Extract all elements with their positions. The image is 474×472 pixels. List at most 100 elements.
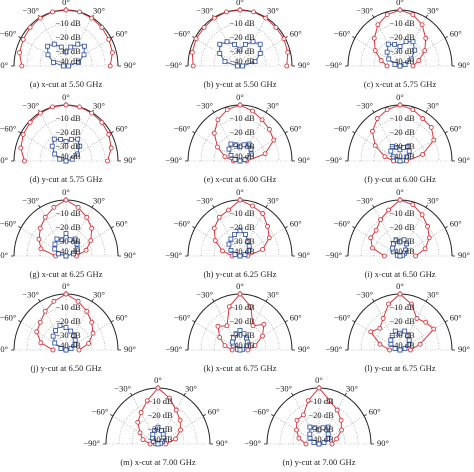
theta-tick-label: −60° bbox=[174, 312, 191, 322]
r-tick-label: −30 dB bbox=[229, 330, 255, 340]
marker bbox=[397, 330, 403, 336]
marker bbox=[392, 328, 398, 334]
theta-tick-label: −90° bbox=[165, 250, 182, 260]
theta-tick-label: −90° bbox=[83, 438, 100, 448]
marker bbox=[368, 235, 374, 241]
marker bbox=[84, 308, 90, 314]
marker bbox=[296, 435, 302, 441]
marker bbox=[89, 15, 95, 21]
marker bbox=[228, 247, 234, 253]
marker bbox=[215, 144, 220, 150]
marker bbox=[228, 152, 234, 158]
marker bbox=[232, 157, 238, 162]
marker bbox=[386, 301, 391, 307]
theta-tick bbox=[372, 298, 375, 302]
marker bbox=[226, 241, 232, 247]
theta-tick-label: 0° bbox=[62, 187, 70, 197]
theta-tick-label: 0° bbox=[236, 187, 244, 197]
marker bbox=[263, 15, 269, 21]
marker bbox=[392, 346, 398, 351]
marker bbox=[242, 231, 248, 237]
theta-tick-label: −60° bbox=[334, 123, 351, 133]
grid-ring bbox=[213, 37, 267, 67]
marker bbox=[110, 50, 115, 55]
marker bbox=[259, 117, 265, 123]
marker bbox=[38, 340, 44, 346]
grid-ring bbox=[26, 213, 106, 257]
marker bbox=[403, 39, 409, 45]
theta-tick bbox=[352, 131, 356, 134]
theta-tick-label: 90° bbox=[298, 155, 310, 165]
marker bbox=[371, 35, 377, 41]
theta-tick bbox=[91, 298, 94, 302]
r-tick-label: −10 dB bbox=[55, 208, 81, 218]
theta-tick bbox=[352, 36, 356, 39]
theta-tick-label: 30° bbox=[267, 289, 279, 299]
marker bbox=[252, 59, 258, 65]
marker bbox=[226, 207, 231, 213]
marker bbox=[381, 253, 387, 259]
r-tick-label: −10 dB bbox=[389, 208, 415, 218]
marker bbox=[374, 116, 380, 121]
marker bbox=[81, 43, 87, 49]
r-tick-label: −30 dB bbox=[389, 46, 415, 56]
marker bbox=[63, 102, 69, 108]
marker bbox=[49, 143, 55, 149]
marker bbox=[177, 417, 183, 423]
marker bbox=[320, 425, 326, 431]
marker bbox=[305, 398, 311, 404]
marker bbox=[63, 347, 69, 353]
theta-tick-label: −30° bbox=[22, 195, 39, 205]
theta-tick-label: 60° bbox=[290, 218, 302, 228]
theta-tick-label: 30° bbox=[427, 289, 439, 299]
theta-tick-label: 60° bbox=[208, 406, 220, 416]
marker bbox=[422, 246, 428, 252]
grid-ring bbox=[213, 227, 267, 257]
theta-tick bbox=[130, 392, 133, 396]
marker bbox=[372, 143, 378, 149]
grid-spoke bbox=[39, 17, 67, 67]
caption: (n) y-cut at 7.00 GHz bbox=[283, 457, 356, 467]
theta-tick bbox=[38, 298, 41, 302]
marker bbox=[51, 41, 57, 47]
marker bbox=[77, 143, 83, 149]
marker bbox=[99, 119, 105, 125]
marker bbox=[21, 158, 27, 164]
grid-ring bbox=[39, 132, 93, 162]
theta-tick-label: 0° bbox=[62, 281, 70, 291]
marker bbox=[294, 427, 299, 433]
marker bbox=[428, 124, 434, 130]
theta-tick bbox=[265, 298, 268, 302]
theta-tick bbox=[265, 204, 268, 208]
marker bbox=[406, 148, 412, 154]
theta-tick-label: 30° bbox=[267, 195, 279, 205]
grid-ring bbox=[26, 23, 106, 67]
marker bbox=[217, 334, 223, 340]
marker bbox=[54, 236, 60, 242]
caption: (g) x-cut at 6.25 GHz bbox=[30, 269, 103, 279]
marker bbox=[241, 142, 247, 148]
caption: (a) x-cut at 5.50 GHz bbox=[30, 79, 103, 89]
grid-ring bbox=[386, 241, 414, 257]
theta-tick-label: 0° bbox=[396, 92, 404, 102]
marker bbox=[106, 37, 112, 42]
r-tick-label: −30 dB bbox=[55, 330, 81, 340]
marker bbox=[89, 225, 95, 231]
theta-tick-label: 0° bbox=[62, 92, 70, 102]
theta-tick bbox=[425, 109, 428, 113]
r-tick-label: −40 dB bbox=[308, 434, 334, 444]
marker bbox=[58, 346, 64, 351]
theta-tick-label: 0° bbox=[396, 187, 404, 197]
marker bbox=[316, 385, 322, 391]
grid-ring bbox=[26, 118, 106, 162]
marker bbox=[63, 325, 69, 331]
marker bbox=[334, 436, 339, 442]
marker bbox=[237, 158, 243, 164]
marker bbox=[212, 238, 218, 244]
r-tick-label: −40 dB bbox=[229, 151, 255, 161]
marker bbox=[20, 37, 26, 42]
marker bbox=[261, 321, 267, 327]
marker bbox=[52, 151, 58, 157]
theta-tick-label: −30° bbox=[196, 289, 213, 299]
theta-tick bbox=[352, 226, 356, 229]
